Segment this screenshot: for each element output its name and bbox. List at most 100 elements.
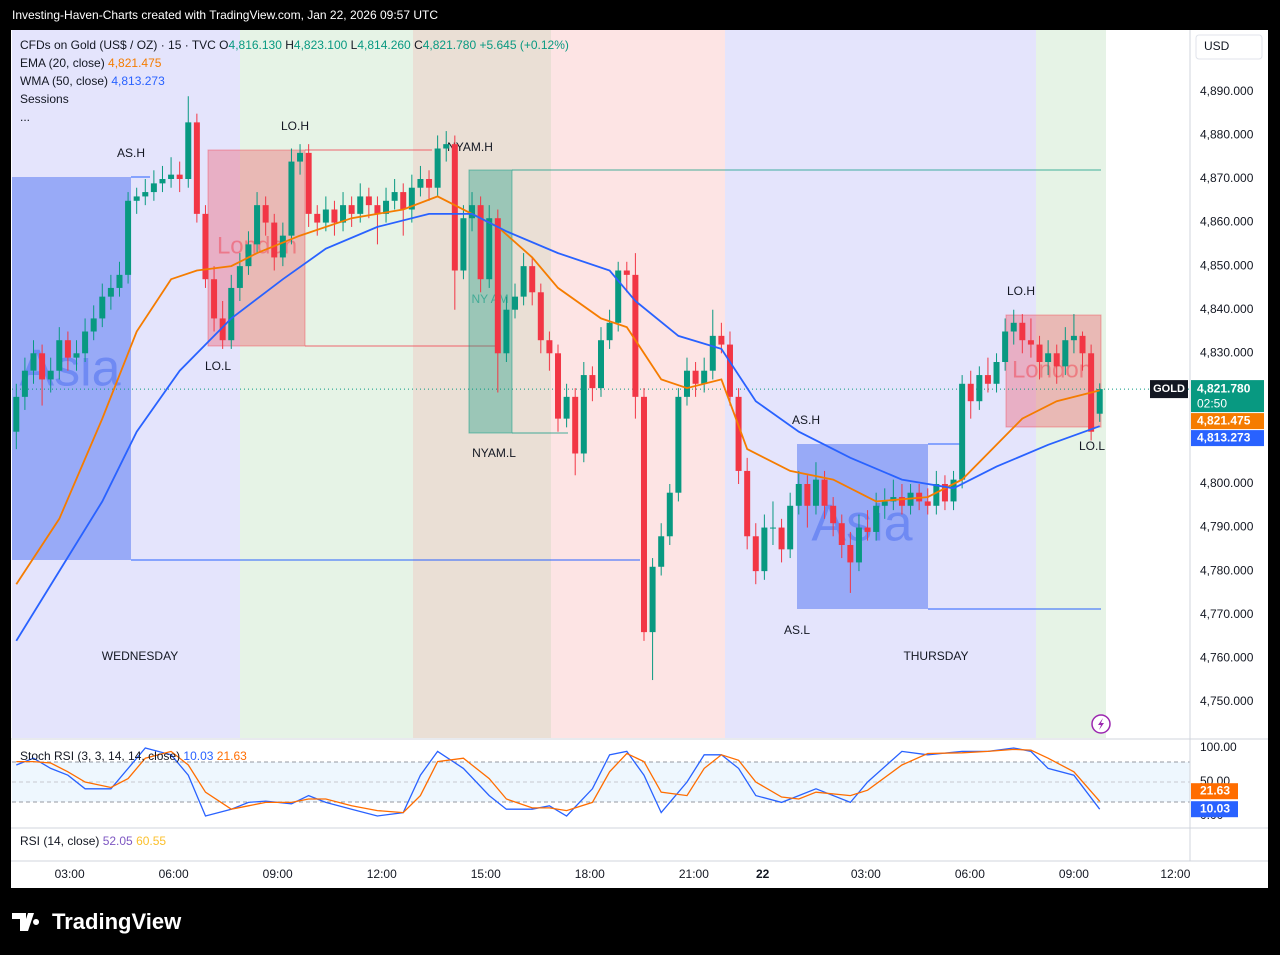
candle-body bbox=[950, 479, 957, 502]
legend-value: 60.55 bbox=[136, 834, 166, 848]
ma-tag: 4,813.273 bbox=[1197, 430, 1251, 444]
axes: 4,750.000 4,760.000 4,770.000 4,780.000 4,79… bbox=[55, 84, 1264, 881]
stoch-tag: 21.63 bbox=[1200, 783, 1230, 797]
y-tick-label: 4,800.000 bbox=[1200, 476, 1254, 490]
candle-body bbox=[855, 527, 862, 563]
candle-body bbox=[752, 536, 759, 572]
candle-body bbox=[1002, 331, 1009, 362]
candle-body bbox=[64, 340, 71, 358]
ma-line bbox=[15, 213, 1101, 642]
stoch-tag-bg bbox=[1191, 801, 1238, 818]
change: +5.645 (+0.12%) bbox=[479, 38, 568, 52]
ohlc-key: H bbox=[285, 38, 294, 52]
level-label: LO.H bbox=[281, 119, 309, 133]
candle-body bbox=[348, 205, 355, 214]
candle-body bbox=[21, 370, 28, 397]
level-label: LO.H bbox=[1007, 284, 1035, 298]
more-legend[interactable]: ... bbox=[20, 110, 30, 124]
candle-body bbox=[107, 287, 114, 297]
candle-body bbox=[73, 353, 80, 358]
level-label: LO.L bbox=[205, 359, 231, 373]
candle-body bbox=[30, 353, 37, 371]
ohlc-value: 4,823.100 bbox=[294, 38, 348, 52]
candle-body bbox=[993, 361, 1000, 384]
candle-body bbox=[297, 152, 304, 162]
candle-body bbox=[82, 331, 89, 354]
candle-body bbox=[254, 205, 261, 245]
legend-value: 10.03 bbox=[183, 749, 213, 763]
y-tick-label: 4,770.000 bbox=[1200, 607, 1254, 621]
alert-icon[interactable] bbox=[1091, 714, 1111, 734]
candle-body bbox=[701, 370, 708, 384]
legend: CFDs on Gold (US$ / OZ) · 15 · TVC O4,81… bbox=[20, 38, 569, 848]
candle-body bbox=[658, 536, 665, 567]
candle-body bbox=[150, 183, 157, 193]
symbol-tag-bg bbox=[1150, 380, 1188, 399]
stoch-pane bbox=[16, 747, 1101, 817]
candle-body bbox=[365, 196, 372, 206]
sessions-legend: Sessions bbox=[20, 92, 69, 106]
currency-button[interactable] bbox=[1195, 34, 1263, 60]
symbol-tag: GOLD bbox=[1153, 383, 1185, 395]
candle-body bbox=[460, 218, 467, 271]
candle-body bbox=[1070, 335, 1077, 341]
candle-body bbox=[778, 527, 785, 550]
candle-body bbox=[142, 192, 149, 197]
candle-body bbox=[572, 396, 579, 454]
y-tick-label: 4,860.000 bbox=[1200, 215, 1254, 229]
candle-body bbox=[1036, 344, 1043, 362]
candle-body bbox=[1010, 322, 1017, 332]
y-tick-label: 4,870.000 bbox=[1200, 171, 1254, 185]
candle-body bbox=[494, 218, 501, 354]
candle-body bbox=[1079, 335, 1086, 354]
candle-body bbox=[830, 505, 837, 524]
ohlc-value: 4,821.780 bbox=[423, 38, 477, 52]
currency[interactable]: USD bbox=[1204, 39, 1230, 53]
candle-body bbox=[279, 235, 286, 258]
candle-body bbox=[615, 270, 622, 323]
price-pane bbox=[12, 96, 1190, 681]
session-band bbox=[240, 30, 413, 738]
day-label: WEDNESDAY bbox=[102, 649, 178, 663]
price-tag: 4,821.780 bbox=[1197, 381, 1251, 395]
level-label: AS.L bbox=[784, 623, 810, 637]
candle-body bbox=[984, 375, 991, 384]
candle-body bbox=[503, 309, 510, 354]
x-tick-label: 18:00 bbox=[575, 867, 605, 881]
candle-body bbox=[426, 179, 433, 188]
icon[interactable] bbox=[1098, 718, 1104, 730]
ohlc-key: L bbox=[351, 38, 358, 52]
candle-body bbox=[13, 396, 20, 432]
x-tick-label: 12:00 bbox=[1160, 867, 1190, 881]
stoch-tag: 10.03 bbox=[1200, 801, 1230, 815]
session-name: NY AM bbox=[471, 292, 508, 306]
x-tick-label: 06:00 bbox=[955, 867, 985, 881]
candle-body bbox=[133, 196, 140, 201]
candle-body bbox=[967, 383, 974, 402]
stoch-line bbox=[16, 748, 1101, 814]
brand-logo: TradingView bbox=[12, 909, 182, 934]
x-tick-label: 06:00 bbox=[159, 867, 189, 881]
candle-body bbox=[245, 244, 252, 267]
rsi-legend: RSI (14, close) 52.05 60.55 bbox=[20, 834, 166, 848]
y-tick-label: 4,780.000 bbox=[1200, 563, 1254, 577]
candle-body bbox=[512, 296, 519, 310]
candle-body bbox=[159, 179, 166, 184]
candle-body bbox=[477, 205, 484, 280]
y-tick-label: 4,890.000 bbox=[1200, 84, 1254, 98]
legend-name: EMA (20, close) bbox=[20, 56, 105, 70]
brand: TradingView bbox=[52, 909, 182, 934]
candle-body bbox=[219, 318, 226, 341]
candle-body bbox=[941, 483, 948, 502]
ohlc-value: 4,816.130 bbox=[229, 38, 283, 52]
candle-body bbox=[185, 122, 192, 180]
candle-body bbox=[211, 279, 218, 319]
candle-body bbox=[262, 205, 269, 223]
candle-body bbox=[374, 205, 381, 214]
candle-body bbox=[305, 152, 312, 214]
x-tick-label: 09:00 bbox=[263, 867, 293, 881]
y-tick-label: 4,880.000 bbox=[1200, 128, 1254, 142]
candle-body bbox=[47, 370, 54, 380]
x-tick-label: 12:00 bbox=[367, 867, 397, 881]
